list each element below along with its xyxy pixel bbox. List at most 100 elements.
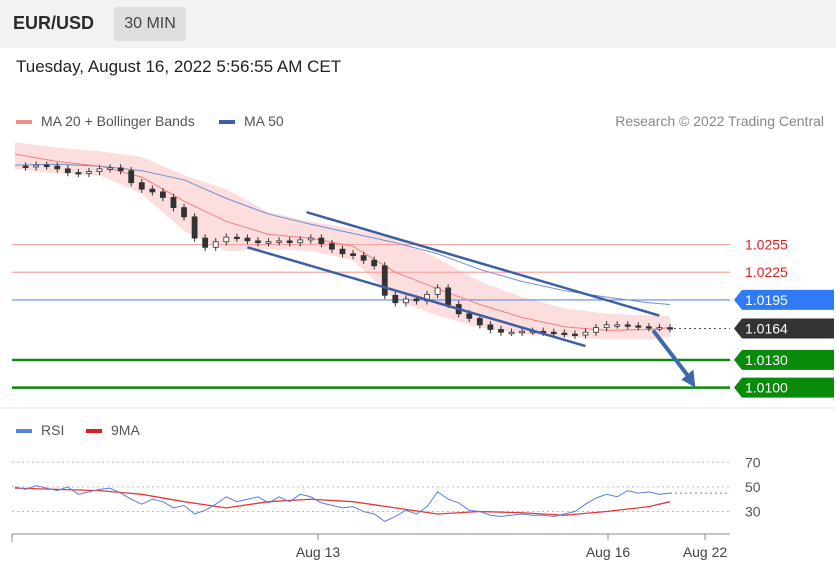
candle-body	[33, 164, 40, 168]
candle-body	[75, 172, 82, 175]
level-tag-1.0100	[734, 377, 834, 398]
x-tick-label-2: Aug 22	[683, 544, 728, 560]
candle-body	[223, 236, 230, 243]
candle-body	[191, 216, 198, 239]
candle-body	[392, 294, 399, 304]
legend-item-ma20-bollinger: MA 20 + Bollinger Bands	[16, 113, 195, 129]
level-tag-1.0130	[734, 349, 834, 370]
legend-swatch-9ma	[86, 429, 102, 434]
candle-body	[476, 317, 483, 326]
x-tick-label-0: Aug 13	[296, 544, 341, 560]
legend-label-ma50: MA 50	[244, 113, 284, 129]
candle-body	[297, 239, 304, 244]
rsi-tick-label-30: 30	[745, 504, 761, 520]
copyright-text: Research © 2022 Trading Central	[615, 113, 824, 129]
candle-body	[265, 241, 272, 244]
candle-body	[603, 324, 610, 329]
candle-body	[160, 191, 166, 198]
candle-body	[350, 253, 356, 257]
candle-body	[318, 237, 325, 245]
candle-body	[244, 237, 251, 242]
candle-body	[402, 298, 409, 304]
legend-swatch-rsi	[16, 429, 32, 434]
legend-swatch-ma50	[219, 120, 235, 125]
candle-body	[212, 241, 219, 248]
bollinger-band-area	[15, 142, 670, 340]
candle-body	[656, 327, 663, 330]
candle-body	[550, 331, 557, 335]
level-label-1.0225: 1.0225	[745, 264, 788, 280]
legend-item-rsi: RSI	[16, 422, 64, 438]
candle-body	[339, 248, 346, 255]
legend-swatch-ma20	[16, 120, 32, 125]
candle-body	[22, 165, 29, 168]
legend-label-9ma: 9MA	[111, 422, 140, 438]
level-label-1.0164: 1.0164	[745, 321, 788, 337]
candle-body	[255, 240, 261, 244]
candle-body	[233, 236, 240, 240]
candle-body	[413, 298, 420, 302]
candle-body	[329, 243, 335, 250]
candle-body	[276, 240, 283, 243]
candle-body	[54, 165, 61, 170]
candle-body	[371, 259, 378, 267]
candle-body	[445, 287, 452, 305]
rsi-line	[14, 485, 671, 522]
rsi-tick-label-50: 50	[745, 479, 761, 495]
candle-body	[519, 330, 525, 334]
candle-body	[614, 324, 621, 327]
candle-body	[667, 327, 673, 330]
rsi-tick-label-70: 70	[745, 454, 761, 470]
legend-item-9ma: 9MA	[86, 422, 140, 438]
level-label-1.0130: 1.0130	[745, 352, 788, 368]
legend-label-rsi: RSI	[41, 422, 65, 438]
level-label-1.0195: 1.0195	[745, 292, 788, 308]
forecast-arrow-head	[681, 369, 696, 388]
candle-body	[170, 197, 177, 209]
candle-body	[202, 237, 209, 248]
candle-body	[181, 207, 187, 218]
candle-body	[593, 327, 599, 333]
symbol-label: EUR/USD	[13, 13, 95, 33]
candle-body	[149, 188, 156, 193]
candle-body	[508, 331, 515, 335]
candle-body	[360, 255, 367, 261]
chart-datetime: Tuesday, August 16, 2022 5:56:55 AM CET	[16, 57, 342, 76]
candle-body	[498, 329, 504, 333]
candle-body	[624, 324, 631, 327]
candle-body	[466, 313, 473, 319]
level-tag-1.0195	[734, 289, 834, 310]
channel-lower-line	[247, 246, 586, 348]
legend-label-ma20: MA 20 + Bollinger Bands	[41, 113, 195, 129]
candle-body	[381, 265, 388, 296]
candle-body	[645, 326, 652, 329]
timeframe-button[interactable]: 30 MIN	[114, 7, 186, 41]
candle-body	[635, 325, 642, 328]
candle-body	[286, 240, 293, 244]
level-tag-1.0164	[734, 318, 834, 339]
candle-body	[138, 182, 145, 190]
candle-body	[434, 287, 441, 295]
channel-upper-line	[306, 211, 660, 317]
candles-group	[22, 161, 673, 339]
candle-body	[307, 237, 314, 241]
ma20-line	[14, 153, 671, 331]
candle-body	[128, 170, 135, 184]
candle-body	[43, 164, 50, 168]
rsi-9ma-line	[14, 487, 671, 516]
candle-body	[582, 331, 589, 336]
candle-body	[86, 171, 92, 174]
level-label-1.0100: 1.0100	[745, 380, 788, 396]
candle-body	[487, 324, 494, 330]
legend-item-ma50: MA 50	[219, 113, 284, 129]
x-tick-label-1: Aug 16	[586, 544, 631, 560]
candle-body	[572, 333, 578, 336]
candle-body	[117, 167, 124, 172]
level-label-1.0255: 1.0255	[745, 237, 788, 253]
candle-body	[64, 168, 71, 173]
header-bar: EUR/USD 30 MIN	[0, 0, 836, 48]
candle-body	[107, 167, 113, 170]
candle-body	[561, 332, 568, 336]
candle-body	[96, 168, 103, 173]
